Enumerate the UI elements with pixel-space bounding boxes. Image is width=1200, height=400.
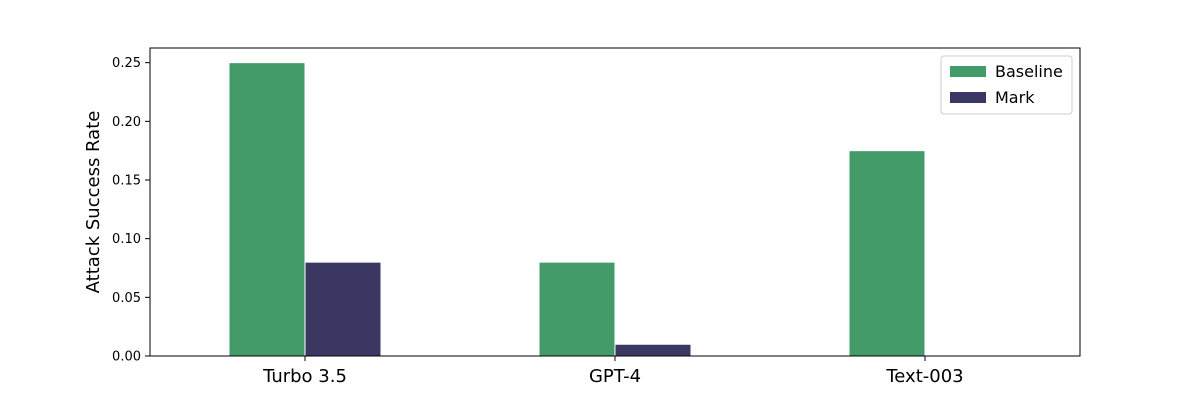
legend: Baseline Mark <box>940 55 1073 115</box>
bar-mark-gpt-4 <box>614 343 692 357</box>
y-tick-label: 0.00 <box>112 350 141 365</box>
bar-baseline-text-003 <box>848 150 926 357</box>
y-axis: 0.00 0.05 0.10 0.15 0.20 0.25 <box>112 56 150 365</box>
legend-swatch-mark <box>950 92 986 103</box>
legend-swatch-baseline <box>950 66 986 77</box>
y-tick-label: 0.10 <box>112 232 141 247</box>
x-tick-label: Text-003 <box>885 366 963 387</box>
legend-label-mark: Mark <box>995 88 1035 107</box>
bar-baseline-turbo-3-5 <box>228 62 306 357</box>
y-tick-label: 0.20 <box>112 115 141 130</box>
y-axis-title: Attack Success Rate <box>83 111 104 294</box>
y-tick-label: 0.25 <box>112 56 141 71</box>
bar-mark-turbo-3-5 <box>304 261 382 357</box>
x-axis: Turbo 3.5 GPT-4 Text-003 <box>262 356 964 387</box>
y-tick-label: 0.05 <box>112 291 141 306</box>
x-tick-label: Turbo 3.5 <box>262 366 347 387</box>
legend-label-baseline: Baseline <box>995 62 1063 81</box>
x-tick-label: GPT-4 <box>589 366 641 387</box>
bars-layer <box>228 62 926 357</box>
bar-baseline-gpt-4 <box>538 261 616 357</box>
y-tick-label: 0.15 <box>112 174 141 189</box>
